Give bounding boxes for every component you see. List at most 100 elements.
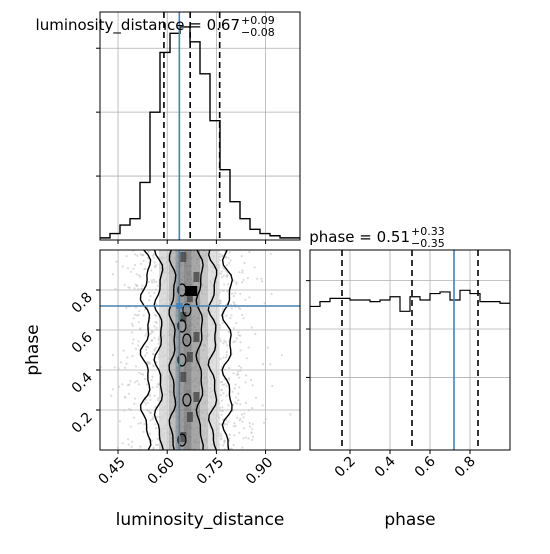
joint-point: [233, 387, 236, 390]
joint-point: [145, 352, 149, 355]
joint-point: [237, 373, 240, 376]
joint-point: [226, 290, 229, 293]
joint-point: [125, 362, 128, 365]
joint-point: [254, 396, 258, 399]
joint-point: [238, 376, 241, 379]
joint-point: [132, 338, 135, 341]
joint-point: [219, 340, 222, 343]
joint-point: [154, 423, 157, 426]
ph-histogram-step: [310, 289, 510, 312]
joint-point: [219, 302, 222, 305]
ld-marginal-frame: [99, 11, 301, 241]
joint-point: [156, 443, 160, 446]
joint-point: [144, 267, 147, 270]
joint-point: [235, 282, 238, 286]
joint-point: [118, 420, 121, 423]
contour-blob-0: [177, 433, 187, 447]
joint-point: [142, 430, 145, 433]
joint-point: [241, 446, 244, 449]
joint-point: [229, 317, 232, 320]
phase-marginal-ticks: 0.2 0.4 0.6 0.8: [306, 280, 479, 481]
joint-point: [260, 277, 263, 280]
xlabel-luminosity-distance: luminosity_distance: [116, 510, 285, 530]
joint-point: [146, 383, 149, 386]
density-column-6: [208, 250, 220, 450]
joint-point: [111, 273, 114, 276]
joint-point: [127, 443, 130, 446]
joint-point: [139, 422, 142, 425]
joint-point: [134, 381, 137, 384]
joint-point: [152, 353, 155, 356]
joint-point: [152, 278, 155, 281]
joint-point: [149, 295, 152, 298]
joint-point: [121, 442, 124, 445]
joint-point: [155, 385, 158, 388]
density-cell-4: [186, 352, 193, 362]
joint-point: [256, 277, 259, 280]
joint-point: [133, 313, 136, 316]
joint-point: [235, 337, 238, 340]
density-cell-1: [186, 412, 193, 422]
joint-point: [239, 334, 242, 337]
joint-ytick-label-3: 0.8: [69, 290, 96, 317]
joint-point: [244, 436, 248, 439]
joint-point: [130, 270, 133, 273]
joint-point: [129, 425, 132, 428]
joint-point: [247, 437, 250, 440]
joint-point: [137, 313, 140, 317]
joint-point: [229, 259, 232, 262]
joint-point: [231, 390, 234, 393]
joint-point: [154, 406, 157, 409]
joint-point: [123, 283, 126, 287]
contour-blob-2: [177, 353, 187, 367]
density-cell-2: [193, 392, 200, 402]
joint-point: [264, 417, 267, 421]
joint-point: [220, 276, 224, 279]
joint-point: [131, 342, 134, 345]
joint-point: [239, 349, 242, 352]
joint-point: [155, 346, 158, 349]
contour-line-3: [195, 250, 204, 450]
joint-point: [151, 330, 154, 334]
contour-blob-5: [182, 303, 192, 317]
contour-blob-1: [182, 393, 192, 407]
density-cell-5: [193, 332, 200, 342]
joint-point: [156, 399, 159, 402]
joint-point: [139, 445, 142, 448]
joint-point: [238, 419, 241, 422]
joint-point: [121, 265, 124, 268]
joint-point: [228, 367, 231, 370]
joint-point: [136, 254, 139, 257]
joint-point: [232, 341, 235, 344]
joint-point: [141, 253, 144, 256]
joint-ytick-label-0: 0.2: [69, 410, 96, 437]
joint-point: [237, 306, 240, 309]
joint-point: [149, 419, 152, 422]
joint-point: [241, 269, 244, 272]
joint-point: [129, 408, 132, 412]
joint-point: [254, 333, 257, 336]
density-cell-0: [180, 432, 187, 442]
joint-point: [153, 280, 156, 284]
joint-point: [226, 274, 229, 277]
joint-point: [148, 291, 151, 294]
joint-point: [219, 394, 223, 397]
joint-point: [220, 365, 223, 368]
joint-point: [230, 307, 233, 310]
joint-point: [234, 424, 237, 427]
joint-point: [261, 363, 264, 366]
joint-point: [261, 404, 264, 407]
joint-point: [232, 327, 235, 330]
joint-point: [237, 392, 240, 395]
joint-point: [222, 356, 225, 359]
phase-marginal-histogram: [310, 289, 510, 312]
joint-xtick-label-0: 0.45: [96, 455, 129, 488]
density-cell-8: [193, 272, 200, 282]
joint-point: [243, 427, 246, 430]
joint-point: [155, 264, 158, 267]
joint-point: [131, 440, 134, 443]
joint-point: [155, 361, 158, 364]
joint-density-shading: [159, 250, 220, 450]
joint-truth-marker: [176, 303, 183, 309]
